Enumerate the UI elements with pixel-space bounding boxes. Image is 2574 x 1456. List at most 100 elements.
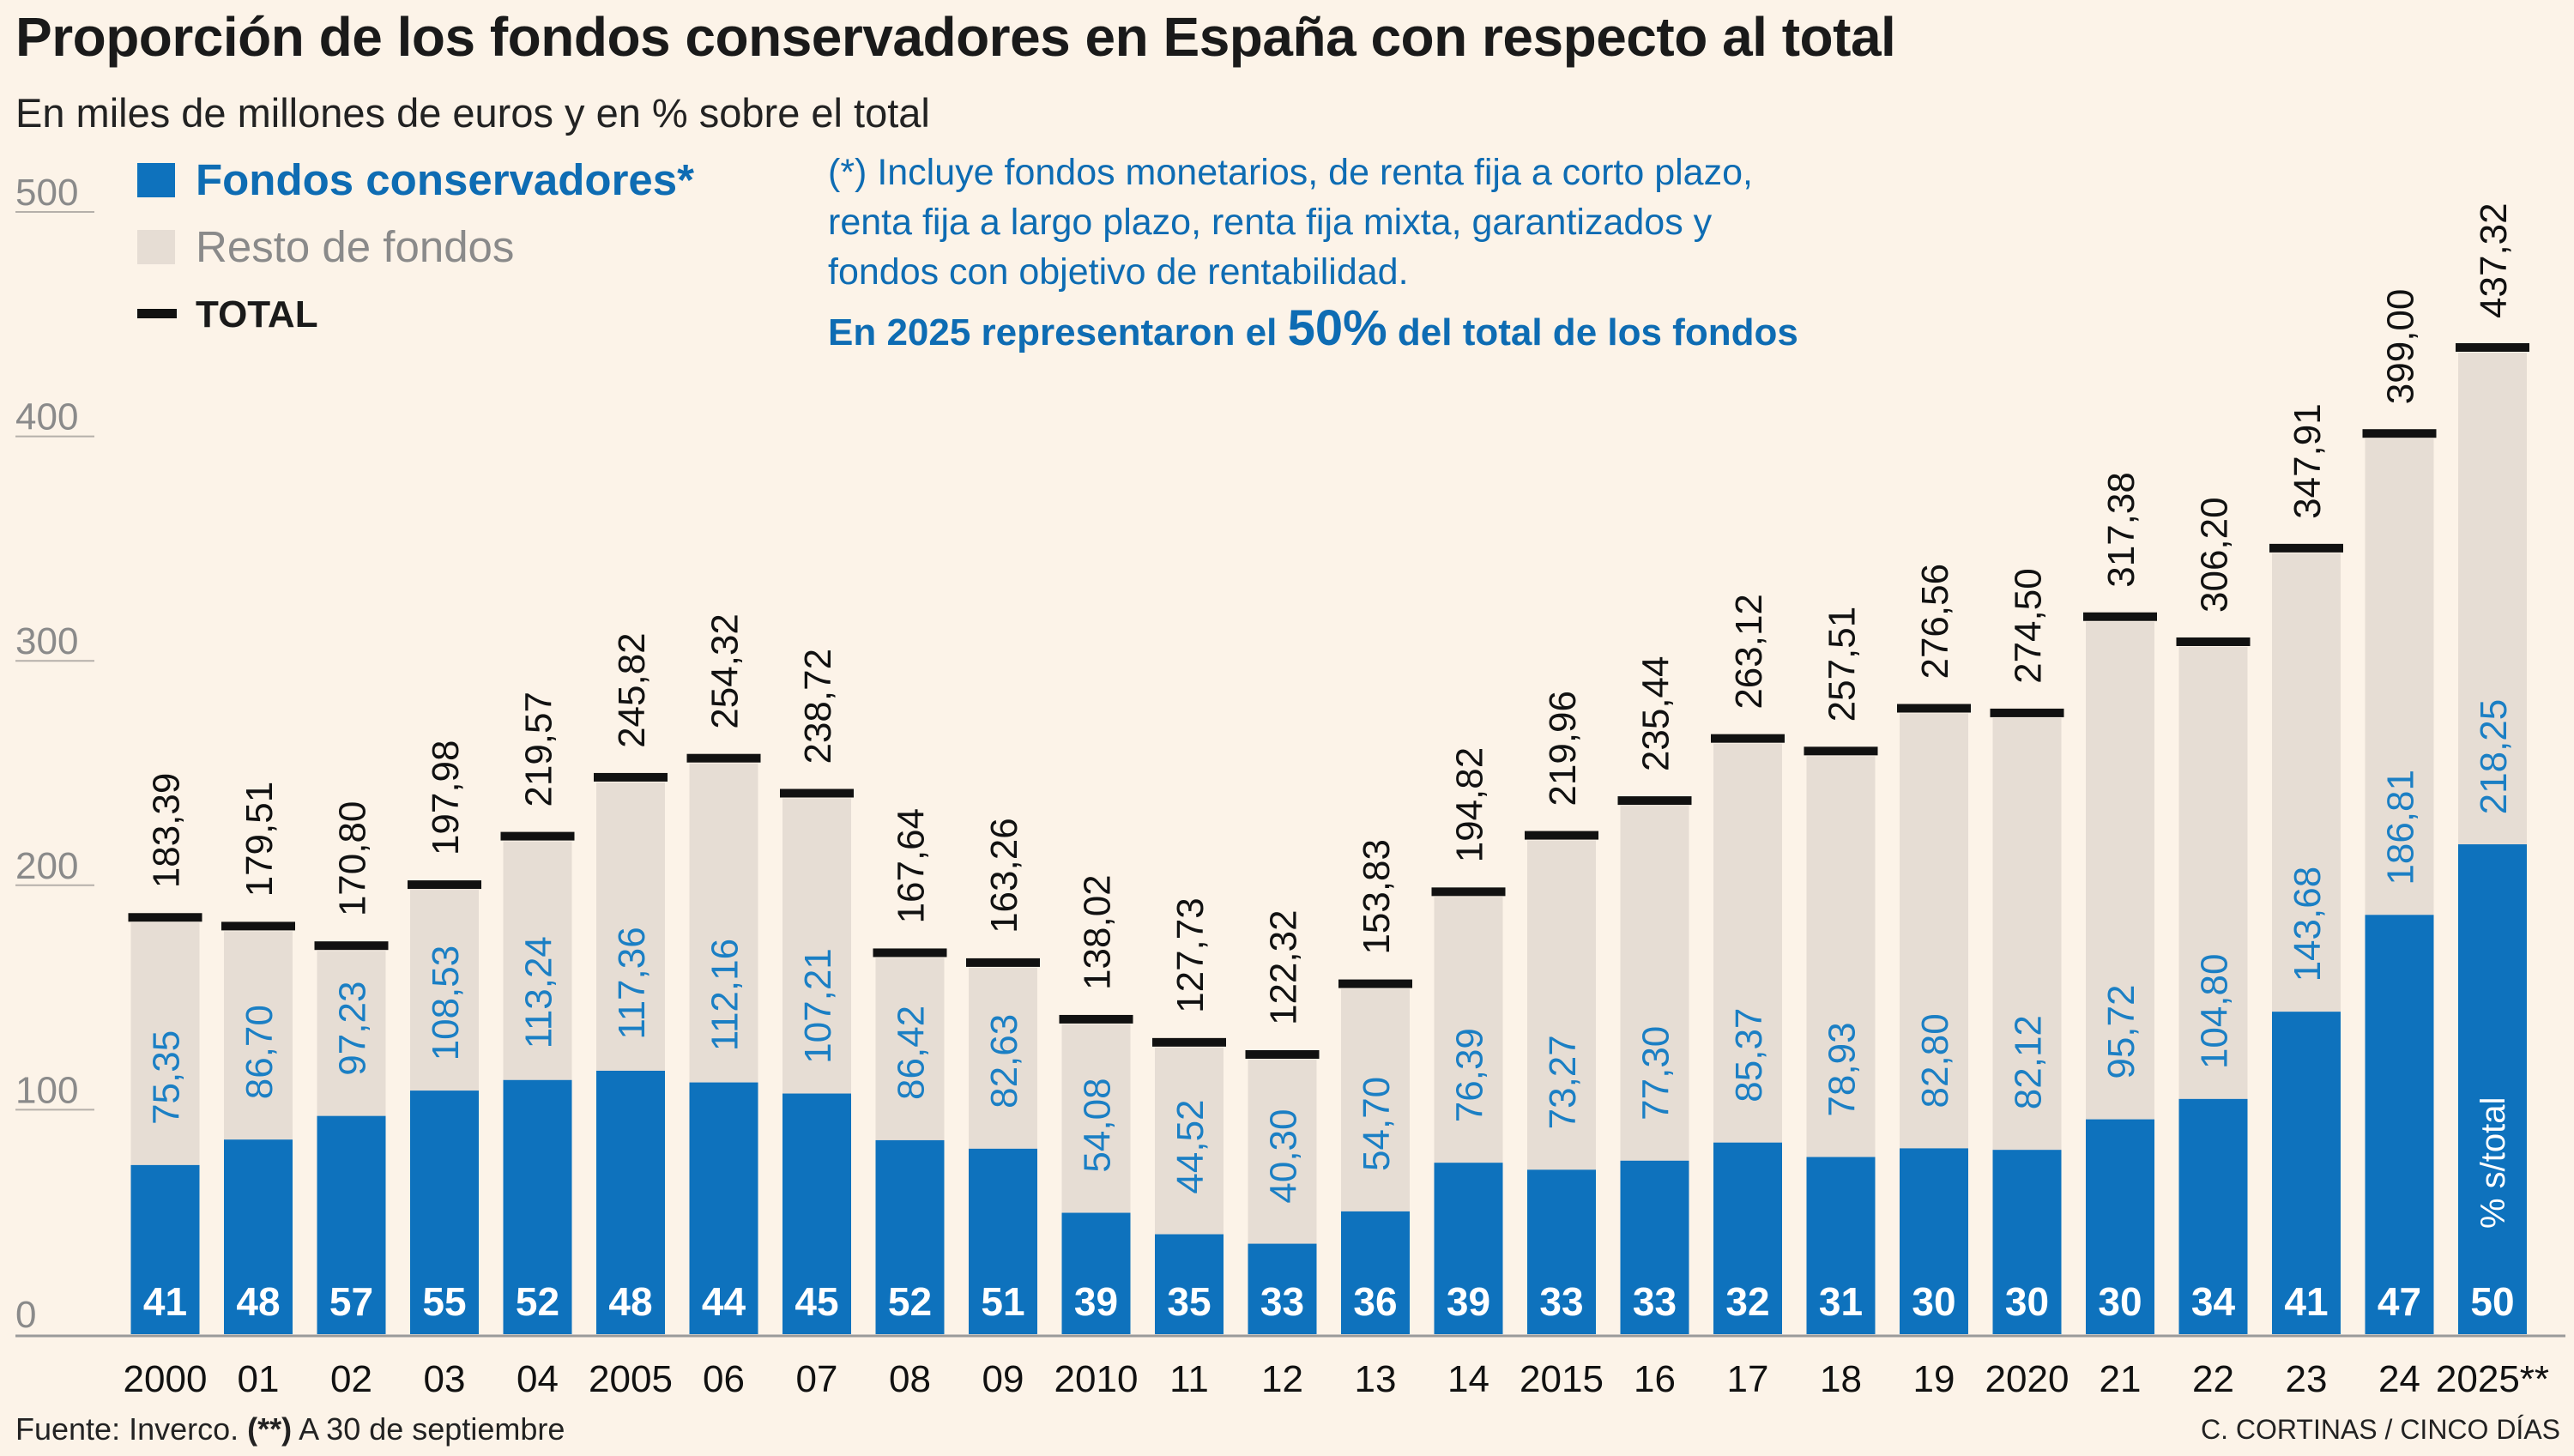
x-tick-label: 22 [2192,1358,2234,1400]
x-tick-label: 11 [1169,1358,1209,1400]
legend-label-total: TOTAL [196,293,318,335]
bar-rest [224,931,293,1140]
percent-label: 39 [1447,1279,1490,1324]
x-tick-label: 21 [2100,1358,2142,1400]
bar-conservative [1061,1212,1131,1334]
total-marker [686,753,761,763]
percent-label: 50 [2470,1279,2514,1324]
total-value-label: 197,98 [425,740,467,856]
bar-conservative [2086,1119,2154,1334]
total-marker [500,831,575,841]
bar-conservative [596,1070,665,1334]
bar-conservative [875,1139,945,1334]
x-tick-label: 06 [703,1358,745,1400]
percent-label: 41 [143,1279,187,1324]
y-tick-label: 400 [15,396,78,438]
y-tick-label: 100 [15,1069,78,1111]
bar-conservative [1992,1150,2062,1334]
x-tick-label: 2010 [1054,1358,1139,1400]
percent-label: 33 [1539,1279,1583,1324]
total-value-label: 153,83 [1356,839,1398,955]
conservative-value-label: 117,36 [611,927,653,1039]
footnote-line-2: renta fija a largo plazo, renta fija mix… [828,202,1713,243]
highlight-value: 50% [1287,300,1387,356]
percent-label: 52 [888,1279,932,1324]
x-tick-label: 16 [1634,1358,1676,1400]
conservative-value-label: 40,30 [1263,1109,1305,1204]
bar-conservative [1527,1169,1596,1334]
percent-label: 44 [702,1279,746,1324]
bar-conservative [1434,1163,1503,1334]
source-prefix: Fuente: Inverco. [15,1411,248,1447]
conservative-value-label: 54,70 [1356,1077,1398,1171]
total-value-label: 219,57 [518,692,560,807]
bar-conservative [969,1148,1037,1334]
total-marker [1804,746,1878,756]
x-tick-label: 03 [424,1358,466,1400]
bar-rest [317,951,386,1116]
total-marker [1711,734,1785,743]
bar-conservative [2178,1098,2248,1334]
percent-label: 48 [608,1279,652,1324]
x-tick-label: 24 [2378,1358,2420,1400]
percent-label: 47 [2378,1279,2421,1324]
legend-swatch-rest [137,230,175,264]
total-value-label: 170,80 [332,801,374,917]
x-tick-label: 08 [889,1358,931,1400]
bar-conservative [1341,1211,1410,1334]
percent-label: 41 [2284,1279,2328,1324]
legend-label-conservative: Fondos conservadores* [196,155,694,204]
bar-rest [503,841,572,1080]
conservative-value-label: 85,37 [1728,1008,1770,1103]
total-value-label: 245,82 [611,632,653,748]
x-tick-label: 2025** [2436,1358,2549,1400]
bar-rest [2458,352,2527,845]
x-tick-label: 09 [982,1358,1024,1400]
total-value-label: 183,39 [146,773,188,889]
chart-title: Proporción de los fondos conservadores e… [15,6,1896,68]
total-marker [2362,429,2437,438]
credit: C. CORTINAS / CINCO DÍAS [2200,1414,2560,1445]
total-value-label: 127,73 [1169,897,1211,1013]
bar-conservative [130,1164,200,1334]
total-marker [221,921,295,931]
conservative-value-label: 97,23 [332,982,374,1076]
bar-rest [1155,1047,1224,1235]
footnote-line-1: (*) Incluye fondos monetarios, de renta … [828,152,1753,193]
total-value-label: 257,51 [1822,607,1864,722]
bar-rest [2086,621,2154,1120]
percent-label: 39 [1074,1279,1118,1324]
total-marker [1897,704,1971,713]
conservative-value-label: 75,35 [146,1030,188,1125]
bar-rest [130,922,200,1165]
total-marker [1525,831,1598,840]
bar-conservative [1620,1160,1689,1334]
conservative-value-label: 95,72 [2100,985,2142,1079]
x-tick-label: 2015 [1520,1358,1604,1400]
highlight-text: En 2025 representaron el 50% del total d… [828,304,1798,358]
x-tick-label: 13 [1355,1358,1397,1400]
x-tick-label: 23 [2286,1358,2328,1400]
bar-conservative [689,1082,758,1334]
total-value-label: 235,44 [1635,656,1677,772]
bar-conservative [1248,1243,1317,1334]
percent-label: 45 [795,1279,838,1324]
bar-rest [689,763,758,1083]
source-suffix: A 30 de septiembre [292,1411,565,1447]
x-tick-label: 2005 [589,1358,673,1400]
conservative-value-label: 54,08 [1077,1078,1119,1172]
conservative-value-label: 108,53 [425,945,467,1061]
bar-rest [875,958,945,1140]
total-value-label: 274,50 [2008,568,2050,684]
total-value-label: 347,91 [2287,403,2329,519]
x-tick-label: 12 [1261,1358,1303,1400]
conservative-value-label: 86,42 [891,1006,933,1100]
x-tick-label: 18 [1820,1358,1862,1400]
x-tick-label: 02 [330,1358,372,1400]
x-tick-label: 01 [238,1358,280,1400]
conservative-value-label: 77,30 [1635,1026,1677,1121]
bar-conservative [224,1139,293,1334]
conservative-value-label: 113,24 [518,936,560,1048]
percent-label: 34 [2191,1279,2236,1324]
total-value-label: 219,96 [1542,691,1584,807]
